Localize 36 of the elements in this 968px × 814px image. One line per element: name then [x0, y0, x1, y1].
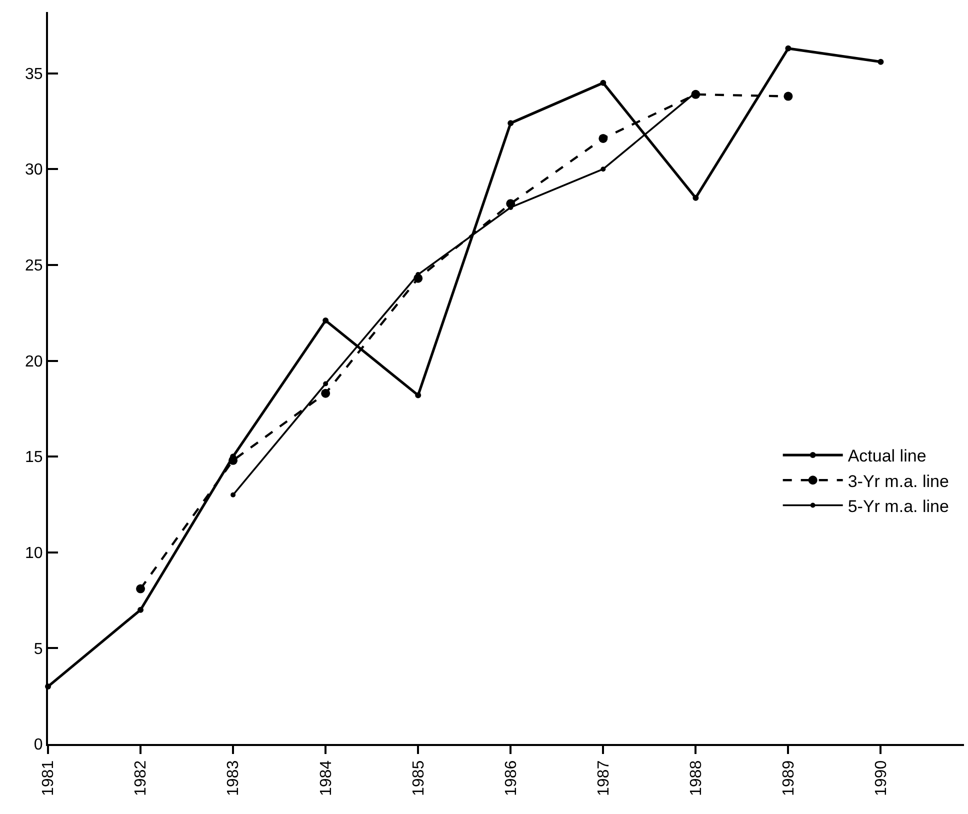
- point: [322, 318, 329, 324]
- y-tick-label: 30: [25, 162, 43, 179]
- point: [600, 166, 606, 172]
- x-tick-label: 1981: [40, 760, 58, 796]
- point: [785, 45, 792, 52]
- x-tick-label: 1982: [132, 760, 150, 796]
- point: [878, 58, 884, 65]
- y-tick-label: 5: [34, 640, 43, 658]
- x-tick-label: 1988: [688, 760, 705, 796]
- point: [600, 80, 606, 86]
- y-tick-label: 15: [25, 449, 43, 466]
- point: [138, 606, 144, 613]
- y-tick-label: 25: [25, 258, 43, 275]
- point: [321, 388, 330, 398]
- y-tick-label: 10: [25, 544, 43, 562]
- point: [784, 92, 793, 101]
- x-tick-label: 1984: [318, 760, 335, 796]
- legend-label: 5-Yr m.a. line: [848, 496, 949, 516]
- x-tick-label: 1990: [872, 760, 890, 796]
- x-tick-label: 1989: [780, 760, 798, 796]
- point: [230, 492, 236, 498]
- legend-label: 3-Yr m.a. line: [848, 472, 949, 491]
- x-tick-label: 1987: [595, 760, 612, 796]
- point: [136, 584, 146, 594]
- y-tick-label: 0: [34, 736, 43, 754]
- point: [598, 134, 608, 143]
- x-tick-label: 1986: [502, 760, 520, 796]
- point: [692, 194, 699, 201]
- y-tick-label: 35: [25, 66, 43, 83]
- legend-label: Actual line: [848, 446, 926, 466]
- point: [508, 120, 514, 126]
- y-tick-label: 20: [25, 353, 43, 370]
- x-tick-label: 1983: [225, 760, 242, 796]
- x-tick-label: 1985: [410, 760, 428, 796]
- point: [415, 392, 422, 398]
- point: [323, 381, 328, 386]
